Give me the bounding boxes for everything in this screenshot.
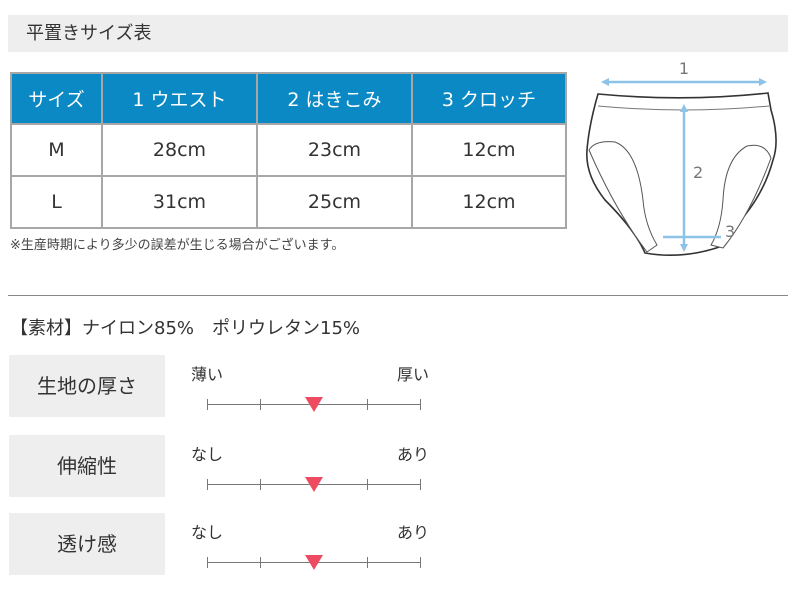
col-header: 2 はきこみ — [256, 72, 413, 125]
scale-low-label: なし — [191, 445, 224, 464]
cell: 12cm — [411, 175, 567, 229]
scale-high-label: あり — [397, 445, 430, 464]
scale-tick — [260, 479, 262, 490]
table-row: L 31cm 25cm 12cm — [10, 175, 567, 229]
scale-high-label: 厚い — [397, 365, 430, 384]
briefs-diagram: 1 2 3 — [586, 59, 777, 257]
size-table: サイズ 1 ウエスト 2 はきこみ 3 クロッチ M 28cm 23cm 12c… — [10, 72, 567, 229]
rating-row: 生地の厚さ 薄い 厚い — [9, 355, 429, 417]
label-3: 3 — [725, 222, 735, 241]
scale-low-label: なし — [191, 523, 224, 542]
cell: 28cm — [101, 123, 258, 177]
rating-label: 生地の厚さ — [9, 355, 165, 417]
scale-tick — [366, 399, 368, 410]
col-header: サイズ — [10, 72, 103, 125]
cell: L — [10, 175, 103, 229]
disclaimer-note: ※生産時期により多少の誤差が生じる場合がございます。 — [10, 238, 345, 253]
material-composition: 【素材】ナイロン85% ポリウレタン15% — [10, 318, 361, 339]
scale-tick — [366, 479, 368, 490]
scale-tick — [260, 557, 262, 568]
scale-tick — [420, 557, 421, 568]
cell: M — [10, 123, 103, 177]
cell: 12cm — [411, 123, 567, 177]
scale-high-label: あり — [397, 523, 430, 542]
rating-row: 伸縮性 なし あり — [9, 435, 429, 497]
rating-scale — [207, 477, 421, 492]
scale-tick — [207, 479, 208, 490]
label-1: 1 — [679, 59, 689, 78]
cell: 31cm — [101, 175, 258, 229]
rating-marker-icon — [304, 397, 323, 412]
scale-tick — [260, 399, 262, 410]
rating-label: 伸縮性 — [9, 435, 165, 497]
col-header: 3 クロッチ — [411, 72, 567, 125]
rating-scale — [207, 555, 421, 570]
scale-low-label: 薄い — [191, 365, 224, 384]
rating-scale — [207, 397, 421, 412]
scale-tick — [420, 399, 421, 410]
scale-tick — [420, 479, 421, 490]
rating-marker-icon — [304, 477, 323, 492]
section-title: 平置きサイズ表 — [8, 15, 788, 52]
table-row: M 28cm 23cm 12cm — [10, 123, 567, 177]
table-header-row: サイズ 1 ウエスト 2 はきこみ 3 クロッチ — [10, 72, 567, 125]
scale-tick — [207, 399, 208, 410]
rating-row: 透け感 なし あり — [9, 513, 429, 575]
scale-tick — [366, 557, 368, 568]
cell: 23cm — [256, 123, 413, 177]
scale-tick — [207, 557, 208, 568]
rating-marker-icon — [304, 555, 323, 570]
divider — [8, 295, 788, 296]
col-header: 1 ウエスト — [101, 72, 258, 125]
label-2: 2 — [693, 163, 703, 182]
rating-label: 透け感 — [9, 513, 165, 575]
cell: 25cm — [256, 175, 413, 229]
